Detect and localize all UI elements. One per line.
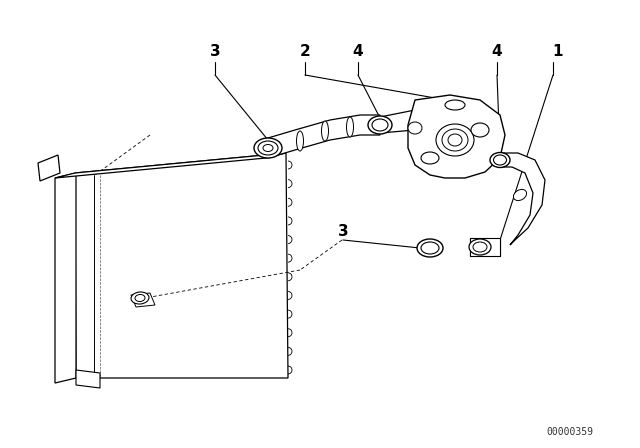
Ellipse shape bbox=[263, 145, 273, 151]
Ellipse shape bbox=[469, 239, 491, 255]
Ellipse shape bbox=[448, 134, 462, 146]
Ellipse shape bbox=[346, 117, 353, 137]
Text: 3: 3 bbox=[338, 224, 348, 240]
Text: 4: 4 bbox=[492, 44, 502, 60]
Polygon shape bbox=[75, 153, 288, 378]
Ellipse shape bbox=[471, 123, 489, 137]
Text: 2: 2 bbox=[300, 44, 310, 60]
Polygon shape bbox=[38, 155, 60, 181]
Ellipse shape bbox=[493, 155, 506, 165]
Ellipse shape bbox=[368, 116, 392, 134]
Polygon shape bbox=[268, 115, 380, 158]
Ellipse shape bbox=[372, 119, 388, 131]
Polygon shape bbox=[76, 370, 100, 388]
Ellipse shape bbox=[421, 152, 439, 164]
Polygon shape bbox=[131, 293, 155, 307]
Ellipse shape bbox=[513, 190, 527, 201]
Ellipse shape bbox=[490, 152, 510, 168]
Polygon shape bbox=[55, 153, 286, 178]
Text: 4: 4 bbox=[353, 44, 364, 60]
Ellipse shape bbox=[442, 129, 468, 151]
Ellipse shape bbox=[296, 131, 303, 151]
Ellipse shape bbox=[258, 141, 278, 155]
Ellipse shape bbox=[131, 292, 149, 304]
Polygon shape bbox=[470, 238, 500, 256]
Ellipse shape bbox=[254, 138, 282, 158]
Polygon shape bbox=[55, 173, 76, 383]
Text: 3: 3 bbox=[210, 44, 220, 60]
Ellipse shape bbox=[321, 121, 328, 141]
Text: 00000359: 00000359 bbox=[547, 427, 593, 437]
Ellipse shape bbox=[421, 242, 439, 254]
Ellipse shape bbox=[417, 239, 443, 257]
Ellipse shape bbox=[473, 242, 487, 252]
Text: 1: 1 bbox=[553, 44, 563, 60]
Ellipse shape bbox=[135, 294, 145, 302]
Ellipse shape bbox=[408, 122, 422, 134]
Ellipse shape bbox=[445, 100, 465, 110]
Polygon shape bbox=[408, 95, 505, 178]
Ellipse shape bbox=[436, 124, 474, 156]
Polygon shape bbox=[500, 153, 545, 245]
Polygon shape bbox=[380, 110, 435, 133]
